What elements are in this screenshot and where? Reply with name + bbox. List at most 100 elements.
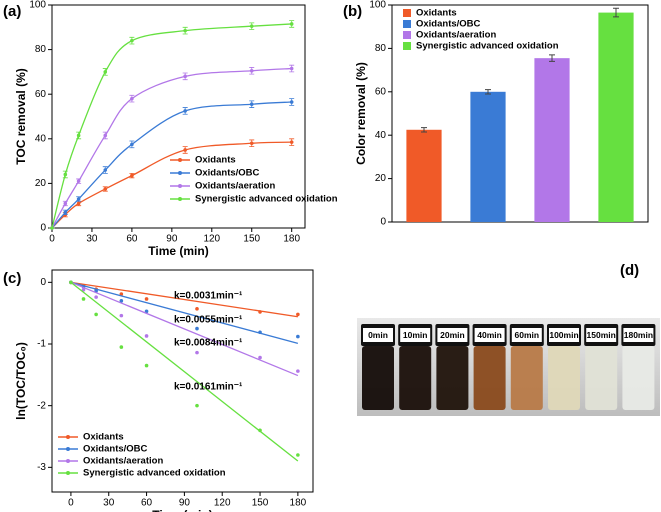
vial-label: 0min — [368, 330, 388, 340]
legend-label: Synergistic advanced oxidation — [83, 468, 226, 479]
error-bar — [182, 146, 188, 154]
data-point — [144, 297, 149, 301]
x-tick-label: 0 — [68, 498, 74, 509]
data-point — [81, 297, 86, 301]
vial-body — [510, 346, 543, 410]
vial-label-bg — [437, 328, 468, 342]
legend-label: Synergistic advanced oxidation — [416, 41, 559, 52]
legend-label: Oxidants/aeration — [195, 181, 275, 192]
error-bar — [62, 200, 68, 207]
y-tick-label: 60 — [35, 89, 47, 100]
y-tick-label: 0 — [380, 217, 386, 228]
legend-swatch — [403, 42, 411, 50]
vial-body — [473, 346, 506, 410]
error-bar — [182, 72, 188, 81]
x-tick-label: 90 — [166, 234, 178, 245]
error-bar — [62, 209, 68, 216]
vial-body — [399, 346, 432, 410]
y-tick-label: 40 — [375, 130, 387, 141]
x-tick-label: 60 — [141, 498, 153, 509]
y-tick-label: 20 — [375, 173, 387, 184]
x-tick-label: 150 — [252, 498, 269, 509]
legend-swatch — [403, 31, 411, 39]
y-tick-label: 80 — [35, 44, 47, 55]
data-point — [119, 299, 124, 303]
error-bar — [129, 140, 135, 149]
data-point — [258, 310, 262, 314]
vial-label: 10min — [403, 330, 428, 340]
data-point — [69, 280, 73, 285]
legend-marker — [178, 197, 182, 201]
error-bar — [421, 127, 427, 133]
rate-annotation: k=0.0031min⁻¹ — [174, 291, 243, 302]
data-point — [258, 330, 262, 335]
error-bar — [102, 186, 108, 192]
data-point — [296, 334, 300, 339]
error-bar — [129, 94, 135, 103]
legend-marker — [178, 184, 182, 188]
data-point — [296, 369, 300, 373]
vial-body — [622, 346, 655, 410]
error-bar — [62, 170, 68, 179]
x-tick-label: 30 — [86, 234, 98, 245]
vial-label-bg — [586, 328, 617, 342]
error-bar — [182, 107, 188, 115]
data-point — [119, 345, 124, 349]
error-bar — [549, 54, 555, 62]
y-axis-label: TOC removal (%) — [14, 68, 28, 164]
plot-frame — [391, 4, 649, 223]
bar — [470, 91, 506, 222]
legend-label: Oxidants/aeration — [416, 30, 496, 41]
y-axis-label: Color removal (%) — [354, 62, 368, 165]
vial-label: 100min — [549, 330, 578, 340]
y-tick-label: -3 — [37, 462, 46, 473]
fit-line — [70, 281, 299, 377]
rate-annotation: k=0.0055min⁻¹ — [174, 315, 243, 326]
data-point — [296, 453, 300, 457]
legend-marker — [66, 459, 70, 463]
vial-label: 150min — [587, 330, 616, 340]
error-bar — [485, 89, 491, 95]
error-bar — [76, 131, 82, 140]
x-tick-label: 30 — [103, 498, 115, 509]
error-bar — [249, 67, 255, 75]
x-tick-label: 0 — [49, 234, 55, 245]
legend-label: Synergistic advanced oxidation — [195, 194, 338, 205]
data-point — [119, 292, 124, 296]
data-point — [144, 334, 149, 338]
data-point — [296, 312, 300, 317]
panel-label: (c) — [3, 270, 21, 287]
error-bar — [613, 7, 619, 18]
error-bar — [102, 131, 108, 140]
y-tick-label: 80 — [375, 43, 387, 54]
data-point — [144, 363, 149, 368]
error-bar — [289, 20, 295, 28]
vial-label: 20min — [440, 330, 465, 340]
y-tick-label: 100 — [369, 0, 386, 11]
vial-body — [548, 346, 580, 410]
panel-label: (a) — [3, 3, 21, 20]
error-bar — [289, 98, 295, 106]
error-bar — [129, 172, 135, 179]
series-line — [51, 101, 292, 229]
y-tick-label: 0 — [40, 223, 46, 234]
legend-label: Oxidants/OBC — [195, 168, 260, 179]
legend-marker — [66, 435, 70, 439]
error-bar — [129, 36, 135, 45]
bar — [598, 12, 634, 222]
panel-label: (d) — [620, 262, 639, 279]
error-bar — [102, 166, 108, 174]
vial-label-bg — [400, 328, 431, 342]
legend-marker — [178, 158, 182, 162]
error-bar — [182, 26, 188, 35]
error-bar — [289, 64, 295, 73]
legend-label: Oxidants — [83, 432, 124, 443]
data-point — [119, 313, 124, 318]
x-axis-label: Time (min) — [148, 244, 208, 258]
vial-body — [362, 346, 394, 410]
x-tick-label: 150 — [243, 234, 260, 245]
error-bar — [76, 196, 82, 202]
data-point — [144, 309, 149, 314]
data-point — [81, 287, 86, 292]
vial-label: 180min — [624, 330, 653, 340]
